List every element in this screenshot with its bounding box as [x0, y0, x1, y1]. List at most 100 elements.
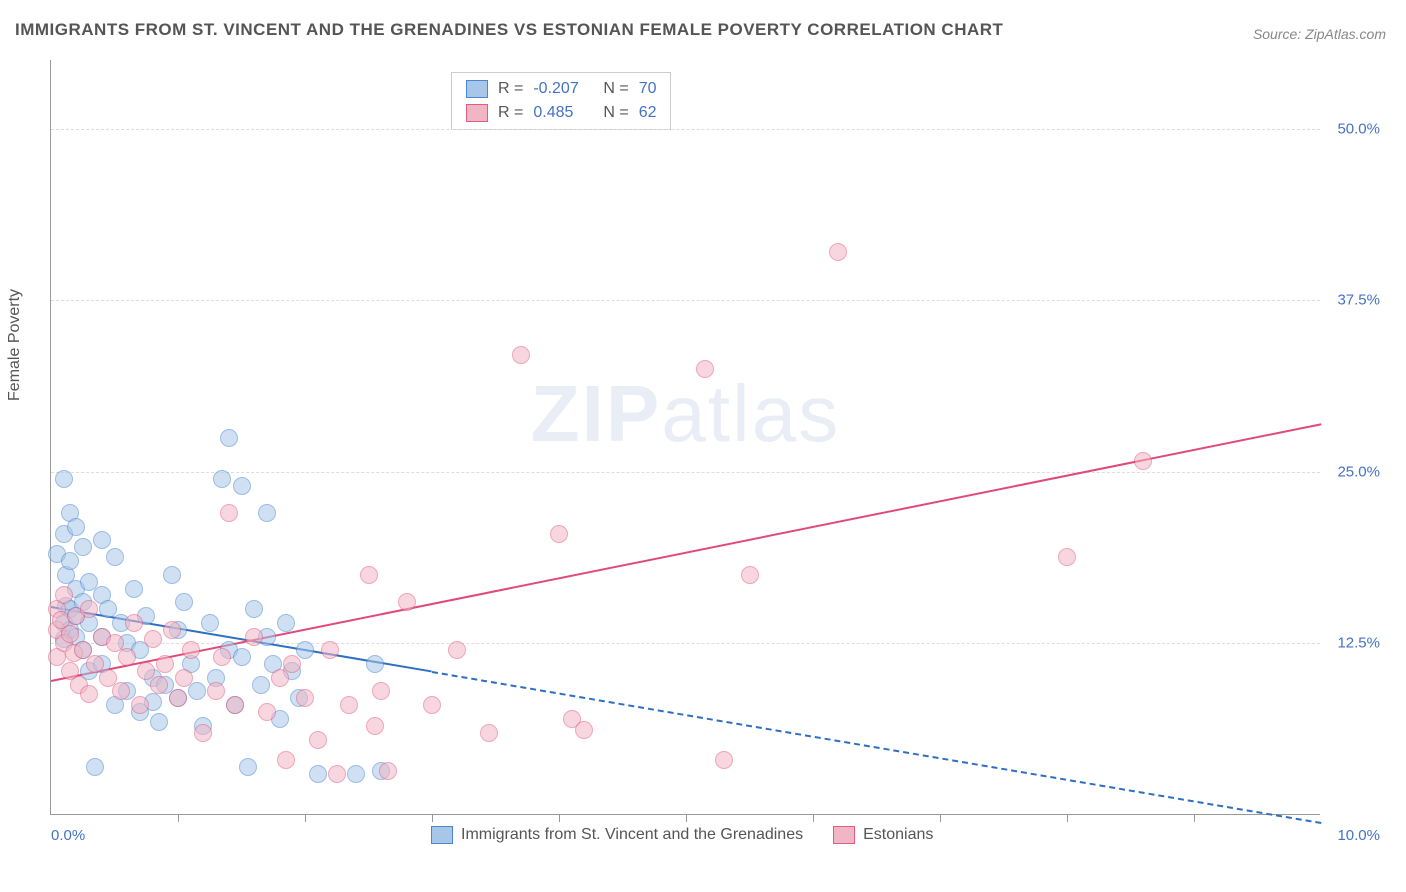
data-point: [220, 504, 238, 522]
data-point: [245, 600, 263, 618]
data-point: [86, 758, 104, 776]
data-point: [125, 580, 143, 598]
data-point: [80, 600, 98, 618]
x-axis-tick: [1194, 814, 1195, 822]
data-point: [283, 655, 301, 673]
data-point: [207, 682, 225, 700]
data-point: [372, 682, 390, 700]
grid-line: [51, 472, 1320, 473]
data-point: [296, 641, 314, 659]
data-point: [175, 669, 193, 687]
data-point: [252, 676, 270, 694]
x-axis-tick: [559, 814, 560, 822]
x-axis-tick: [1067, 814, 1068, 822]
legend-series-name: Immigrants from St. Vincent and the Gren…: [461, 826, 803, 844]
data-point: [74, 538, 92, 556]
trend-line: [432, 671, 1321, 824]
chart-container: Female Poverty ZIPatlas R = -0.207 N = 7…: [50, 50, 1380, 845]
data-point: [194, 724, 212, 742]
data-point: [309, 765, 327, 783]
data-point: [182, 641, 200, 659]
data-point: [131, 696, 149, 714]
data-point: [715, 751, 733, 769]
data-point: [258, 504, 276, 522]
grid-line: [51, 643, 1320, 644]
legend-series-name: Estonians: [863, 826, 933, 844]
data-point: [360, 566, 378, 584]
data-point: [112, 682, 130, 700]
data-point: [366, 717, 384, 735]
legend-r-label: R =: [498, 77, 523, 101]
data-point: [213, 470, 231, 488]
chart-title: IMMIGRANTS FROM ST. VINCENT AND THE GREN…: [15, 20, 1003, 40]
data-point: [296, 689, 314, 707]
y-axis-tick-label: 12.5%: [1337, 635, 1380, 652]
data-point: [271, 669, 289, 687]
watermark-light: atlas: [661, 369, 840, 458]
data-point: [741, 566, 759, 584]
x-axis-tick: [305, 814, 306, 822]
data-point: [80, 685, 98, 703]
x-axis-tick: [432, 814, 433, 822]
legend-n-label: N =: [603, 101, 628, 125]
data-point: [201, 614, 219, 632]
data-point: [245, 628, 263, 646]
data-point: [696, 360, 714, 378]
legend-series: Immigrants from St. Vincent and the Gren…: [431, 826, 933, 844]
data-point: [829, 243, 847, 261]
legend-stats: R = -0.207 N = 70 R = 0.485 N = 62: [451, 72, 671, 130]
x-axis-tick: [813, 814, 814, 822]
data-point: [106, 548, 124, 566]
grid-line: [51, 300, 1320, 301]
legend-item: Immigrants from St. Vincent and the Gren…: [431, 826, 803, 844]
data-point: [233, 648, 251, 666]
data-point: [423, 696, 441, 714]
data-point: [1058, 548, 1076, 566]
data-point: [67, 518, 85, 536]
data-point: [55, 470, 73, 488]
data-point: [309, 731, 327, 749]
data-point: [156, 655, 174, 673]
legend-stats-row: R = 0.485 N = 62: [466, 101, 656, 125]
legend-swatch-series-2: [466, 104, 488, 122]
legend-r-value: -0.207: [533, 77, 593, 101]
y-axis-tick-label: 50.0%: [1337, 120, 1380, 137]
legend-n-label: N =: [603, 77, 628, 101]
legend-stats-row: R = -0.207 N = 70: [466, 77, 656, 101]
legend-r-label: R =: [498, 101, 523, 125]
legend-swatch-series-2: [833, 826, 855, 844]
plot-area: ZIPatlas R = -0.207 N = 70 R = 0.485 N =…: [50, 60, 1320, 815]
x-axis-tick: [178, 814, 179, 822]
watermark: ZIPatlas: [531, 368, 840, 460]
data-point: [61, 625, 79, 643]
x-axis-tick: [940, 814, 941, 822]
data-point: [239, 758, 257, 776]
y-axis-tick-label: 37.5%: [1337, 292, 1380, 309]
data-point: [93, 531, 111, 549]
data-point: [163, 566, 181, 584]
data-point: [175, 593, 193, 611]
data-point: [366, 655, 384, 673]
data-point: [448, 641, 466, 659]
grid-line: [51, 129, 1320, 130]
data-point: [277, 614, 295, 632]
data-point: [226, 696, 244, 714]
data-point: [55, 586, 73, 604]
data-point: [125, 614, 143, 632]
data-point: [163, 621, 181, 639]
data-point: [328, 765, 346, 783]
legend-r-value: 0.485: [533, 101, 593, 125]
y-axis-tick-label: 25.0%: [1337, 463, 1380, 480]
legend-swatch-series-1: [431, 826, 453, 844]
data-point: [480, 724, 498, 742]
x-axis-tick: [686, 814, 687, 822]
data-point: [398, 593, 416, 611]
data-point: [550, 525, 568, 543]
data-point: [150, 713, 168, 731]
data-point: [277, 751, 295, 769]
y-axis-title: Female Poverty: [6, 288, 24, 400]
data-point: [61, 552, 79, 570]
watermark-bold: ZIP: [531, 369, 661, 458]
data-point: [169, 689, 187, 707]
x-axis-max-label: 10.0%: [1337, 827, 1380, 844]
